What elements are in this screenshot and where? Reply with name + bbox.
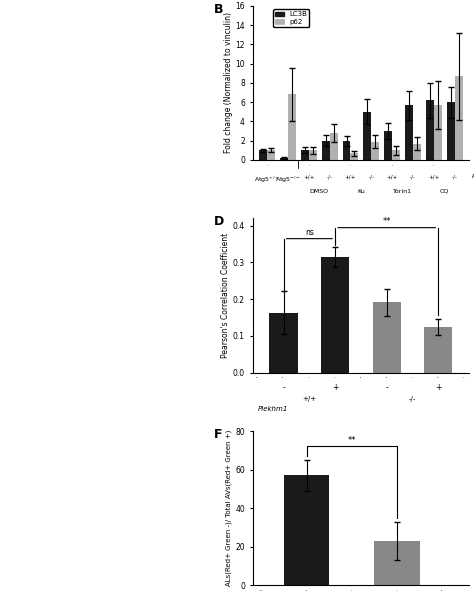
Text: -: - bbox=[385, 383, 388, 392]
Bar bbox=[455, 76, 463, 160]
Text: Torin1: Torin1 bbox=[393, 189, 412, 194]
Text: ns: ns bbox=[305, 228, 314, 237]
Bar bbox=[371, 142, 379, 160]
Bar bbox=[280, 158, 288, 160]
Text: +/+: +/+ bbox=[345, 174, 356, 180]
Text: -/-: -/- bbox=[409, 395, 416, 402]
Text: Plekhm1: Plekhm1 bbox=[258, 405, 288, 411]
Bar bbox=[424, 327, 453, 372]
Text: **: ** bbox=[347, 436, 356, 444]
Bar bbox=[269, 313, 298, 372]
Text: CQ: CQ bbox=[439, 189, 449, 194]
Bar bbox=[447, 102, 455, 160]
Text: -/-: -/- bbox=[410, 174, 416, 180]
Text: F: F bbox=[214, 428, 222, 441]
Y-axis label: ALs(Red+ Green -)/ Total AVs(Red+ Green +): ALs(Red+ Green -)/ Total AVs(Red+ Green … bbox=[226, 430, 232, 586]
Bar bbox=[267, 150, 275, 160]
Text: +: + bbox=[332, 383, 338, 392]
Bar bbox=[259, 150, 267, 160]
Text: +/+: +/+ bbox=[302, 395, 316, 402]
Bar bbox=[364, 112, 371, 160]
Text: -/-: -/- bbox=[368, 174, 374, 180]
Text: +/+: +/+ bbox=[303, 174, 315, 180]
Bar bbox=[350, 153, 358, 160]
Text: **: ** bbox=[383, 217, 391, 226]
Legend: LC3B, p62: LC3B, p62 bbox=[273, 9, 310, 27]
Bar bbox=[329, 133, 337, 160]
Bar bbox=[392, 150, 400, 160]
Bar bbox=[374, 541, 419, 585]
Text: Atg5$^{+/+}$: Atg5$^{+/+}$ bbox=[254, 174, 280, 185]
Text: DMSO: DMSO bbox=[310, 189, 329, 194]
Bar bbox=[322, 141, 329, 160]
Bar bbox=[405, 105, 413, 160]
Bar bbox=[343, 141, 350, 160]
Text: Atg5$^{-/-}$: Atg5$^{-/-}$ bbox=[275, 174, 301, 185]
Text: -/-: -/- bbox=[327, 174, 333, 180]
Text: +/+: +/+ bbox=[386, 174, 398, 180]
Text: D: D bbox=[214, 215, 224, 228]
Text: Ku: Ku bbox=[357, 189, 365, 194]
Y-axis label: Fold change (Normalized to vinculin): Fold change (Normalized to vinculin) bbox=[224, 12, 233, 154]
Text: Plekhm1: Plekhm1 bbox=[471, 174, 474, 180]
Text: -/-: -/- bbox=[452, 174, 457, 180]
Text: B: B bbox=[214, 3, 223, 16]
Bar bbox=[373, 303, 401, 372]
Bar bbox=[434, 105, 442, 160]
Bar bbox=[321, 257, 349, 372]
Text: -: - bbox=[282, 383, 285, 392]
Bar bbox=[309, 150, 317, 160]
Bar bbox=[284, 475, 329, 585]
Bar bbox=[413, 144, 421, 160]
Bar bbox=[301, 150, 309, 160]
Text: +: + bbox=[435, 383, 441, 392]
Y-axis label: Pearson's Correlation Coefficient: Pearson's Correlation Coefficient bbox=[221, 233, 230, 358]
Text: +/+: +/+ bbox=[428, 174, 439, 180]
Bar bbox=[426, 100, 434, 160]
Bar bbox=[288, 95, 296, 160]
Bar bbox=[384, 131, 392, 160]
